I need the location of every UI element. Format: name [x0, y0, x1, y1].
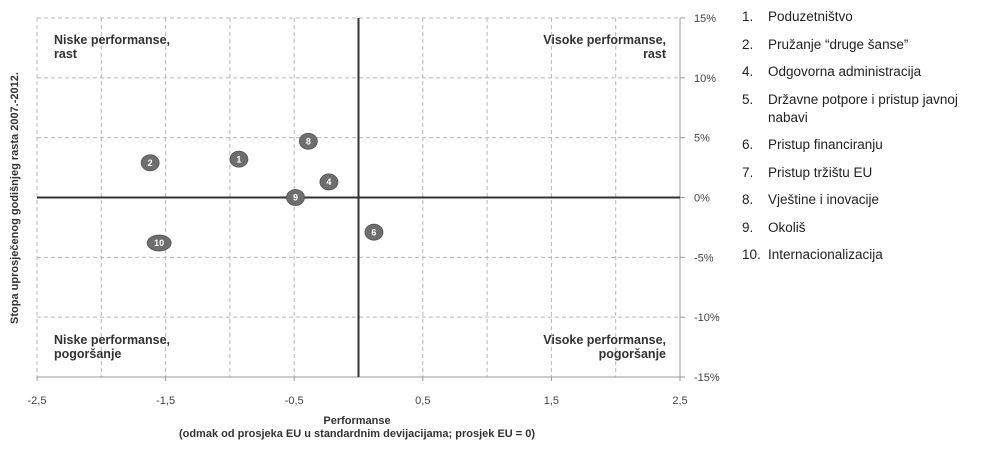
data-label-6: 6	[371, 227, 376, 237]
legend-item: 4. Odgovorna administracija	[742, 63, 992, 81]
quadrant-label-top-left: rast	[54, 47, 78, 61]
x-tick-labels: -2,5 -1,5 -0,5 0,5 1,5 2,5	[28, 377, 688, 407]
legend-item: 5. Državne potpore i pristup javnoj nabav…	[742, 91, 992, 127]
data-point-9	[286, 189, 305, 206]
legend-item-label: Internacionalizacija	[768, 247, 883, 262]
y-tick-label: 0%	[694, 193, 710, 205]
y-axis-title: Stopa uprosječenog godišnjeg rasta 2007.…	[9, 72, 21, 324]
x-axis-title: Performanse	[323, 415, 390, 427]
legend-item-number: 1.	[742, 9, 754, 24]
quadrant-label-bottom-left: pogoršanje	[54, 347, 121, 361]
y-tick-label: 5%	[694, 133, 710, 145]
legend-item-label: Poduzetništvo	[768, 9, 853, 24]
x-axis-subtitle: (odmak od prosjeka EU u standardnim devi…	[179, 428, 535, 440]
data-point-10	[146, 234, 172, 252]
x-tick-label: 1,5	[544, 395, 559, 407]
data-label-1: 1	[236, 154, 241, 164]
y-tick-label: 10%	[694, 73, 716, 85]
legend-item-number: 5.	[742, 91, 754, 107]
legend-item-label: Pružanje “druge šanse”	[768, 36, 909, 52]
legend-item-number: 4.	[742, 64, 754, 79]
legend-item-number: 8.	[742, 192, 754, 207]
legend-item-label: Odgovorna administracija	[768, 64, 922, 79]
legend-item: 9. Okoliš	[742, 219, 992, 237]
x-tick-label: -1,5	[156, 395, 175, 407]
legend-item-label: Pristup tržištu EU	[768, 164, 873, 180]
x-tick-label: -0,5	[285, 395, 304, 407]
legend-item-number: 6.	[742, 137, 754, 152]
y-tick-label: -5%	[694, 252, 714, 264]
data-points: 1 2 4 6 8 9 10	[140, 132, 384, 252]
data-point-1	[229, 150, 249, 168]
legend-item: 1. Poduzetništvo	[742, 8, 992, 26]
quadrant-label-bottom-right: Visoke performanse,	[543, 333, 666, 347]
grid-lines	[37, 18, 680, 377]
x-tick-label: 0,5	[415, 395, 430, 407]
quadrant-label-bottom-left: Niske performanse,	[54, 333, 170, 347]
data-point-8	[298, 132, 318, 150]
data-point-6	[364, 223, 384, 241]
legend-item: 8. Vještine i inovacije	[742, 191, 992, 209]
data-label-4: 4	[326, 177, 331, 187]
legend-item-label: Državne potpore i pristup javnoj nabavi	[768, 91, 958, 125]
legend-item-number: 7.	[742, 164, 754, 180]
data-point-2	[140, 154, 160, 172]
legend-item: 2. Pružanje “druge šanse”	[742, 36, 992, 54]
legend: 1. Poduzetništvo 2. Pružanje “druge šanse” 4…	[742, 8, 992, 274]
legend-item-label: Pristup financiranju	[768, 137, 883, 152]
legend-item-label: Vještine i inovacije	[768, 192, 880, 207]
data-label-10: 10	[154, 238, 164, 248]
quadrant-label-bottom-right: pogoršanje	[599, 347, 666, 361]
legend-item-number: 10.	[742, 247, 761, 262]
legend-item: 6. Pristup financiranju	[742, 136, 992, 154]
legend-item-number: 2.	[742, 36, 754, 52]
legend-item: 7. Pristup tržištu EU	[742, 164, 992, 182]
legend-item-number: 9.	[742, 219, 754, 235]
y-tick-label: -10%	[694, 312, 720, 324]
y-tick-label: -15%	[694, 372, 720, 384]
data-label-2: 2	[148, 158, 153, 168]
scatter-chart: -2,5 -1,5 -0,5 0,5 1,5 2,5 15% 10% 5% 0% -5% -10% -…	[9, 13, 720, 440]
quadrant-label-top-left: Niske performanse,	[54, 33, 170, 47]
data-label-8: 8	[306, 136, 311, 146]
quadrant-label-top-right: Visoke performanse,	[543, 33, 666, 47]
quadrant-label-top-right: rast	[643, 47, 667, 61]
y-tick-labels: 15% 10% 5% 0% -5% -10% -15%	[680, 13, 720, 384]
y-tick-label: 15%	[694, 13, 716, 25]
x-tick-label: -2,5	[28, 395, 47, 407]
axes	[36, 17, 681, 378]
legend-item: 10. Internacionalizacija	[742, 246, 992, 264]
legend-item-label: Okoliš	[768, 219, 806, 235]
x-tick-label: 2,5	[672, 395, 687, 407]
data-point-4	[319, 173, 339, 191]
data-label-9: 9	[293, 193, 298, 203]
